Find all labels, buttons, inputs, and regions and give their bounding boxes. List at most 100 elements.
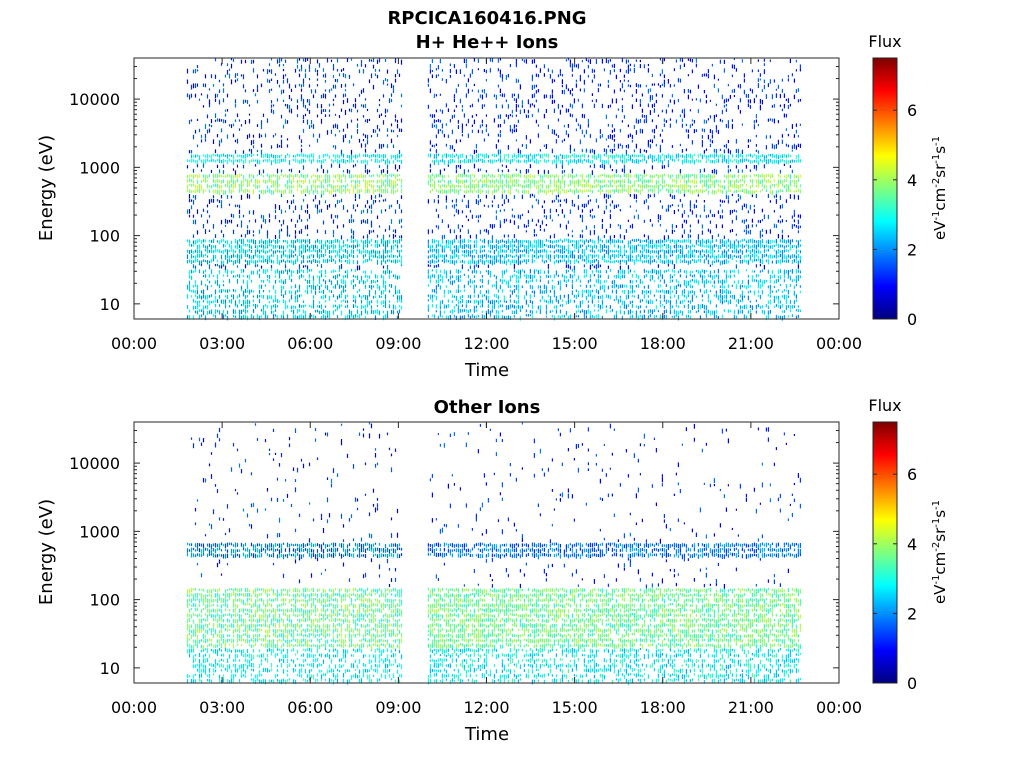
heatmap-cell <box>332 189 335 193</box>
heatmap-cell <box>238 119 241 122</box>
heatmap-cell <box>669 174 671 179</box>
heatmap-cell <box>431 254 433 258</box>
heatmap-cell <box>298 289 301 292</box>
heatmap-cell <box>304 113 307 117</box>
heatmap-cell <box>557 118 559 122</box>
heatmap-cell <box>380 274 383 278</box>
heatmap-cell <box>649 110 651 115</box>
heatmap-cell <box>649 290 651 295</box>
heatmap-cell <box>322 184 325 189</box>
heatmap-cell <box>290 259 293 264</box>
heatmap-cell <box>372 280 375 283</box>
heatmap-cell <box>581 219 583 223</box>
heatmap-cell <box>290 180 293 185</box>
heatmap-cell <box>515 305 517 309</box>
heatmap-cell <box>322 190 325 196</box>
heatmap-cell <box>621 98 623 101</box>
heatmap-cell <box>495 284 497 290</box>
heatmap-cell <box>300 305 303 308</box>
heatmap-cell <box>196 174 199 179</box>
heatmap-cell <box>627 84 629 87</box>
heatmap-cell <box>216 179 219 183</box>
heatmap-cell <box>342 73 345 78</box>
heatmap-cell <box>649 95 651 100</box>
heatmap-cell <box>326 310 329 316</box>
heatmap-cell <box>280 259 283 263</box>
heatmap-cell <box>641 93 643 97</box>
heatmap-cell <box>272 304 275 308</box>
heatmap-cell <box>603 160 605 164</box>
heatmap-cell <box>599 279 601 285</box>
heatmap-cell <box>619 295 621 299</box>
heatmap-cell <box>455 253 457 258</box>
heatmap-cell <box>214 173 217 178</box>
heatmap-cell <box>356 309 359 314</box>
heatmap-cell <box>533 59 535 64</box>
heatmap-cell <box>529 294 531 299</box>
heatmap-cell <box>447 154 449 158</box>
heatmap-cell <box>609 149 611 153</box>
heatmap-cell <box>537 305 539 310</box>
heatmap-cell <box>188 289 191 292</box>
heatmap-cell <box>577 183 579 187</box>
heatmap-cell <box>625 153 627 156</box>
heatmap-cell <box>278 300 281 303</box>
heatmap-cell <box>260 265 263 269</box>
heatmap-cell <box>212 189 215 194</box>
heatmap-cell <box>541 244 543 248</box>
heatmap-cell <box>354 154 357 159</box>
heatmap-cell <box>234 149 237 154</box>
heatmap-cell <box>256 304 259 308</box>
heatmap-cell <box>214 149 217 153</box>
heatmap-cell <box>445 259 447 263</box>
heatmap-cell <box>298 73 301 78</box>
heatmap-cell <box>378 310 381 316</box>
heatmap-cell <box>342 128 345 132</box>
heatmap-cell <box>198 155 201 161</box>
heatmap-cell <box>621 255 623 259</box>
heatmap-cell <box>370 249 373 254</box>
heatmap-cell <box>332 269 335 273</box>
heatmap-cell <box>350 254 353 257</box>
heatmap-cell <box>441 245 443 251</box>
heatmap-cell <box>561 140 563 143</box>
heatmap-cell <box>649 194 651 198</box>
heatmap-cell <box>294 253 297 256</box>
heatmap-cell <box>254 265 257 268</box>
heatmap-cell <box>282 99 285 103</box>
heatmap-cell <box>204 253 207 256</box>
heatmap-cell <box>509 304 511 309</box>
heatmap-cell <box>651 260 653 263</box>
heatmap-cell <box>370 309 373 314</box>
heatmap-cell <box>489 259 491 264</box>
heatmap-cell <box>527 114 529 118</box>
heatmap-cell <box>647 185 649 188</box>
heatmap-cell <box>431 178 433 181</box>
heatmap-cell <box>533 154 535 159</box>
heatmap-cell <box>517 245 519 249</box>
heatmap-cell <box>519 244 521 248</box>
heatmap-cell <box>400 249 403 253</box>
heatmap-cell <box>276 249 279 253</box>
heatmap-cell <box>334 249 337 253</box>
heatmap-cell <box>302 180 305 185</box>
heatmap-cell <box>633 215 635 219</box>
heatmap-cell <box>270 295 273 300</box>
heatmap-cell <box>278 145 281 148</box>
heatmap-cell <box>364 315 367 319</box>
heatmap-cell <box>274 215 277 220</box>
heatmap-cell <box>300 185 303 189</box>
heatmap-cell <box>318 175 321 179</box>
heatmap-cell <box>214 314 217 319</box>
heatmap-cell <box>272 190 275 195</box>
heatmap-cell <box>228 243 231 248</box>
heatmap-cell <box>218 79 221 83</box>
heatmap-cell <box>499 149 501 155</box>
heatmap-cell <box>445 239 447 244</box>
heatmap-cell <box>615 114 617 119</box>
heatmap-cell <box>621 153 623 159</box>
heatmap-cell <box>266 239 269 245</box>
heatmap-cell <box>368 250 371 256</box>
heatmap-cell <box>352 179 355 182</box>
heatmap-cell <box>645 184 647 189</box>
